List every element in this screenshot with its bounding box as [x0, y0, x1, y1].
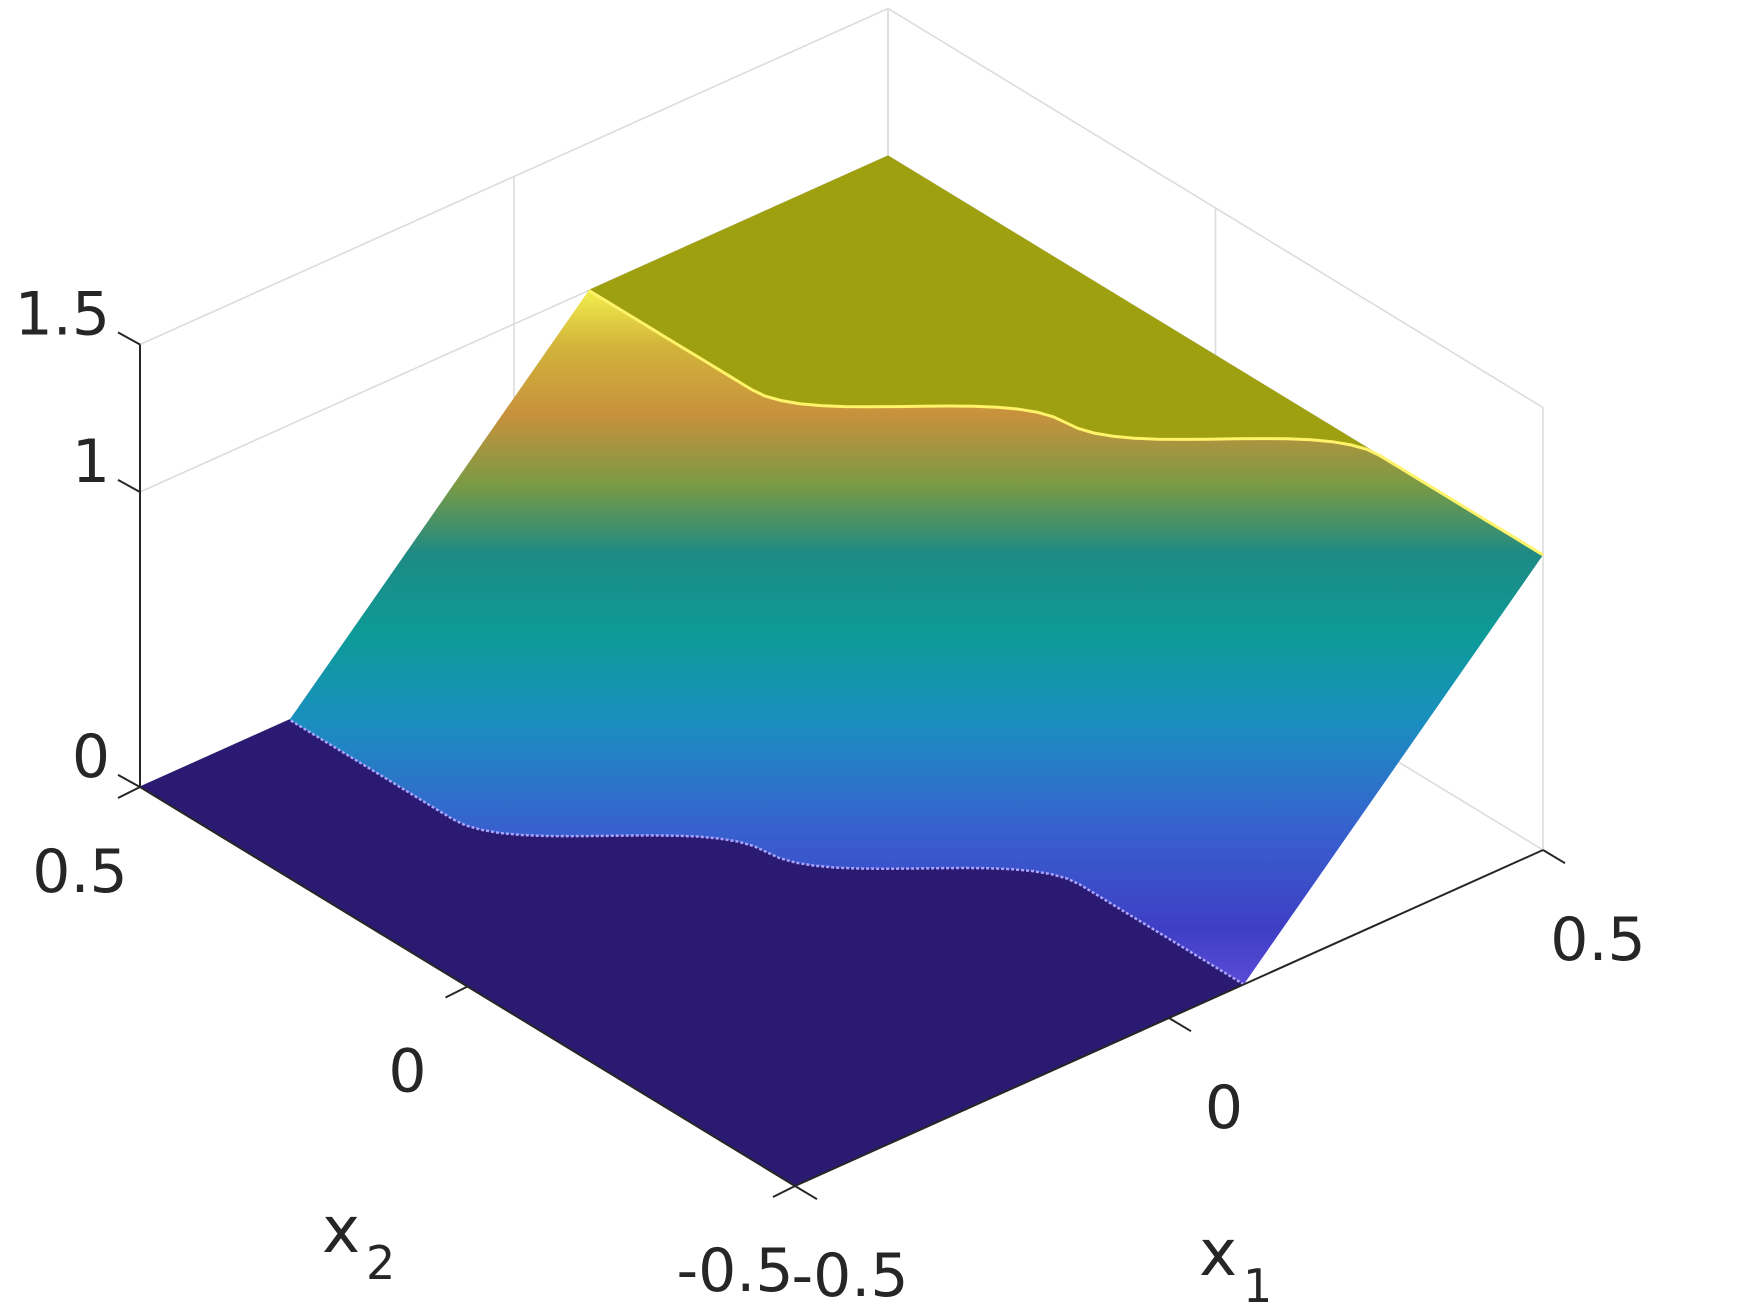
surface-top-edge	[588, 289, 1544, 557]
z-tick-label: 0	[72, 722, 110, 792]
label-layer: x 1 x 2 -0.5 0 0.5 -0.5 0 0.5 0 1 1.5	[15, 280, 1646, 1312]
x1-tick	[794, 1185, 818, 1201]
x1-tick	[1168, 1017, 1192, 1033]
x1-tick-label: -0.5	[791, 1241, 908, 1311]
x2-tick-label: 0.5	[32, 837, 127, 907]
surface-bottom-edge	[288, 718, 1245, 986]
x1-axis-label: x	[1199, 1217, 1237, 1291]
axis-layer	[117, 331, 1566, 1201]
x2-tick	[117, 786, 141, 799]
x1-axis-label-subscript: 1	[1243, 1259, 1272, 1312]
z-tick-label: 1.5	[15, 280, 110, 350]
z-tick-label: 1	[72, 427, 110, 497]
x2-tick	[445, 985, 468, 999]
x2-tick-label: -0.5	[676, 1236, 793, 1306]
x2-axis-label: x	[322, 1194, 360, 1268]
x2-axis-label-subscript: 2	[366, 1236, 395, 1290]
z-tick	[117, 479, 141, 493]
x1-tick	[1542, 849, 1566, 865]
z-tick	[117, 331, 141, 346]
x1-tick-label: 0	[1205, 1073, 1243, 1143]
x2-tick-label: 0	[388, 1037, 426, 1107]
x2-tick	[772, 1185, 796, 1198]
surface-layer	[138, 155, 1544, 1187]
surface-transition-wall	[289, 290, 1544, 985]
x1-tick-label: 0.5	[1550, 905, 1645, 975]
z-tick	[117, 774, 141, 788]
